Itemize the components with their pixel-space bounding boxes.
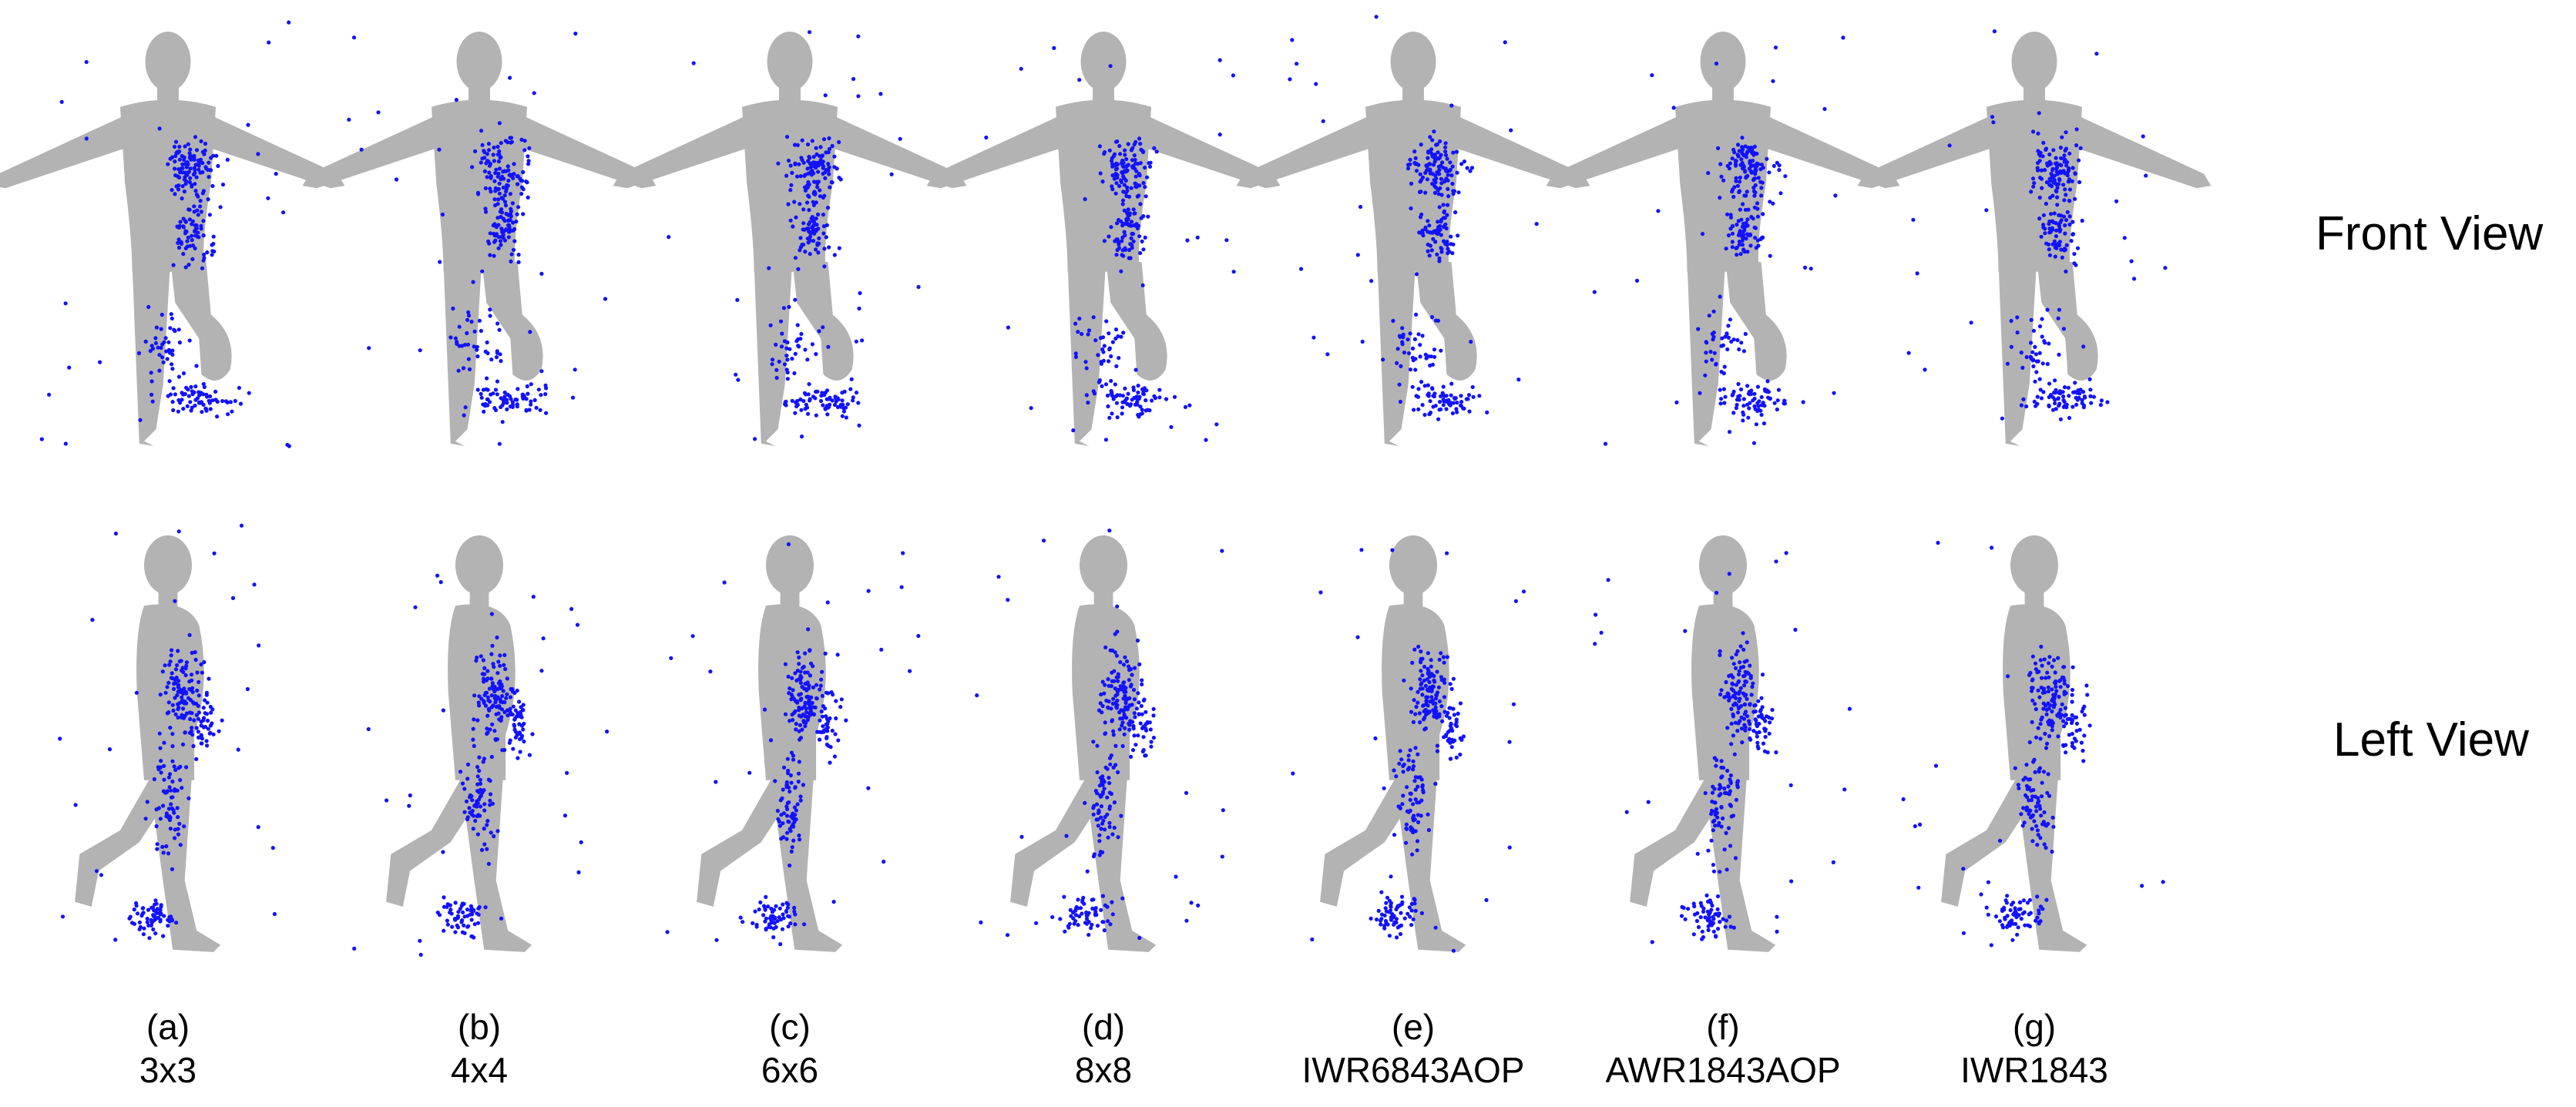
side-radar-point-cloud (58, 523, 277, 942)
front-radar-point-cloud (1288, 15, 1539, 421)
panel-letter: (a) (146, 1007, 190, 1047)
panel-letter: (d) (1081, 1007, 1126, 1047)
panel-config-name: AWR1843AOP (1605, 1050, 1841, 1090)
front-body-silhouette (0, 32, 345, 446)
side-body-silhouette (1320, 535, 1466, 952)
front-body-silhouette (1857, 32, 2212, 446)
side-radar-point-cloud (665, 542, 921, 947)
panel-caption: (g) IWR1843 (1872, 1005, 2196, 1092)
panel-letter: (e) (1391, 1007, 1436, 1047)
panel-letter: (f) (1706, 1007, 1740, 1047)
panel-caption: (d) 8x8 (942, 1005, 1265, 1092)
front-radar-point-cloud (984, 45, 1236, 442)
front-radar-point-cloud (1592, 35, 1846, 446)
front-radar-point-cloud (667, 30, 921, 441)
side-body-silhouette (75, 535, 221, 952)
panel-config-name: 3x3 (139, 1050, 197, 1090)
panel-letter: (c) (769, 1007, 811, 1047)
side-radar-point-cloud (1593, 551, 1852, 944)
front-body-silhouette (1546, 32, 1900, 446)
panel-config-name: 6x6 (761, 1050, 819, 1090)
panel-caption: (e) IWR6843AOP (1251, 1005, 1575, 1092)
side-body-silhouette (697, 535, 843, 952)
panel-caption: (f) AWR1843AOP (1561, 1005, 1885, 1092)
front-body-silhouette (302, 32, 657, 446)
panel-config-name: 8x8 (1074, 1050, 1133, 1090)
left-view-label: Left View (2333, 713, 2529, 767)
side-radar-point-cloud (975, 528, 1225, 941)
front-radar-point-cloud (347, 32, 608, 446)
side-radar-point-cloud (352, 573, 610, 957)
panel-caption: (c) 6x6 (628, 1005, 952, 1092)
side-radar-point-cloud (1291, 548, 1526, 953)
panel-caption: (b) 4x4 (317, 1005, 641, 1092)
front-body-silhouette (613, 32, 967, 446)
front-body-silhouette (1236, 32, 1590, 446)
panel-config-name: 4x4 (450, 1050, 509, 1090)
panel-caption: (a) 3x3 (6, 1005, 330, 1092)
panel-letter: (g) (2012, 1007, 2057, 1047)
panel-letter: (b) (457, 1007, 502, 1047)
side-body-silhouette (1630, 535, 1776, 952)
front-radar-point-cloud (1906, 29, 2168, 421)
panel-config-name: IWR6843AOP (1301, 1050, 1525, 1090)
front-view-label: Front View (2316, 207, 2544, 260)
front-radar-point-cloud (39, 20, 291, 448)
side-radar-point-cloud (1901, 541, 2165, 948)
panel-config-name: IWR1843 (1960, 1050, 2108, 1090)
